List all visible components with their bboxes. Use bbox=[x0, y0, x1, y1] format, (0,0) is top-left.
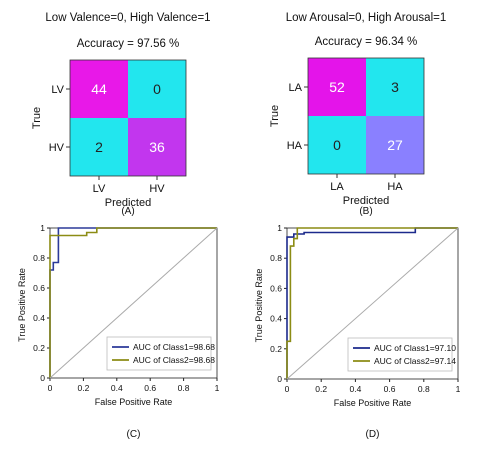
cm-cell bbox=[366, 116, 424, 174]
cm-xlabel: Predicted bbox=[343, 195, 389, 207]
cm-y-tick-label: HA bbox=[287, 140, 303, 152]
cm-cell-value: 36 bbox=[149, 139, 165, 155]
panel-label: (A) bbox=[121, 206, 134, 217]
cm-x-tick-label: LA bbox=[330, 181, 344, 193]
cm-y-tick-label: HV bbox=[49, 142, 65, 154]
roc-y-tick-label: 0.4 bbox=[270, 314, 282, 324]
roc-xlabel: False Positive Rate bbox=[95, 397, 173, 407]
panel-label: (B) bbox=[359, 206, 372, 217]
cm-cell bbox=[70, 60, 128, 118]
cm-cell-value: 3 bbox=[391, 79, 399, 95]
roc-y-tick-label: 0.4 bbox=[33, 313, 45, 323]
cm-cell-value: 0 bbox=[333, 137, 341, 153]
roc-xlabel: False Positive Rate bbox=[334, 398, 412, 408]
roc-x-tick-label: 0 bbox=[48, 383, 53, 393]
roc-x-tick-label: 0.8 bbox=[418, 384, 430, 394]
cm-xlabel: Predicted bbox=[105, 197, 151, 209]
cm-y-tick-label: LV bbox=[51, 84, 64, 96]
roc-diagonal-line bbox=[49, 227, 218, 379]
cm-frame bbox=[69, 59, 187, 177]
roc-x-tick-label: 0 bbox=[285, 384, 290, 394]
roc-x-tick-label: 0.8 bbox=[178, 383, 190, 393]
cm-cell-value: 52 bbox=[329, 79, 345, 95]
roc-legend-label: AUC of Class1=97.10 bbox=[374, 343, 456, 353]
roc-y-tick-label: 0.2 bbox=[33, 343, 45, 353]
roc-y-tick-label: 0 bbox=[40, 373, 45, 383]
roc-x-tick-label: 1 bbox=[215, 383, 220, 393]
roc-series-2-line bbox=[49, 227, 217, 378]
cm-title: Accuracy = 97.56 % bbox=[77, 38, 180, 50]
roc-x-tick-label: 0.4 bbox=[349, 384, 361, 394]
roc-legend-label: AUC of Class1=98.68 bbox=[133, 342, 215, 352]
cm-cell bbox=[308, 58, 366, 116]
cm-cell-value: 27 bbox=[387, 137, 403, 153]
cm-ylabel: True bbox=[269, 105, 281, 127]
roc-x-tick-label: 0.2 bbox=[315, 384, 327, 394]
roc-y-tick-label: 0 bbox=[277, 374, 282, 384]
panel-label: (D) bbox=[366, 429, 380, 440]
cm-cell bbox=[128, 118, 186, 176]
roc-y-tick-label: 1 bbox=[277, 223, 282, 233]
panel-label: (C) bbox=[127, 429, 141, 440]
cm-cell-value: 2 bbox=[95, 139, 103, 155]
cm-cell-value: 44 bbox=[91, 81, 107, 97]
cm-x-tick-label: LV bbox=[93, 183, 106, 195]
roc-x-tick-label: 1 bbox=[456, 384, 461, 394]
cm-subtitle: Low Arousal=0, High Arousal=1 bbox=[286, 12, 446, 24]
cm-x-tick-label: HV bbox=[149, 183, 165, 195]
cm-cell bbox=[70, 118, 128, 176]
roc-x-tick-label: 0.2 bbox=[77, 383, 89, 393]
roc-series-1-line bbox=[286, 227, 458, 379]
cm-title: Accuracy = 96.34 % bbox=[315, 36, 418, 48]
roc-y-tick-label: 0.6 bbox=[270, 283, 282, 293]
cm-cell-value: 0 bbox=[153, 81, 161, 97]
roc-x-tick-label: 0.6 bbox=[144, 383, 156, 393]
roc-series-2-line bbox=[286, 227, 458, 379]
cm-y-tick-label: LA bbox=[289, 82, 303, 94]
roc-x-tick-label: 0.6 bbox=[384, 384, 396, 394]
roc-legend-label: AUC of Class2=98.68 bbox=[133, 355, 215, 365]
cm-x-tick-label: HA bbox=[387, 181, 403, 193]
cm-ylabel: True bbox=[31, 107, 43, 129]
cm-subtitle: Low Valence=0, High Valence=1 bbox=[45, 12, 210, 24]
cm-cell bbox=[128, 60, 186, 118]
roc-legend bbox=[347, 337, 453, 372]
roc-ylabel: True Positive Rate bbox=[254, 269, 264, 343]
roc-y-tick-label: 0.2 bbox=[270, 344, 282, 354]
cm-cell bbox=[366, 58, 424, 116]
roc-y-tick-label: 0.6 bbox=[33, 283, 45, 293]
roc-y-tick-label: 0.8 bbox=[33, 253, 45, 263]
cm-frame bbox=[307, 57, 425, 175]
roc-x-tick-label: 0.4 bbox=[111, 383, 123, 393]
roc-legend-label: AUC of Class2=97.14 bbox=[374, 356, 456, 366]
roc-y-tick-label: 0.8 bbox=[270, 253, 282, 263]
roc-legend bbox=[106, 336, 212, 371]
cm-cell bbox=[308, 116, 366, 174]
roc-ylabel: True Positive Rate bbox=[17, 268, 27, 342]
roc-diagonal-line bbox=[286, 227, 459, 380]
roc-y-tick-label: 1 bbox=[40, 223, 45, 233]
